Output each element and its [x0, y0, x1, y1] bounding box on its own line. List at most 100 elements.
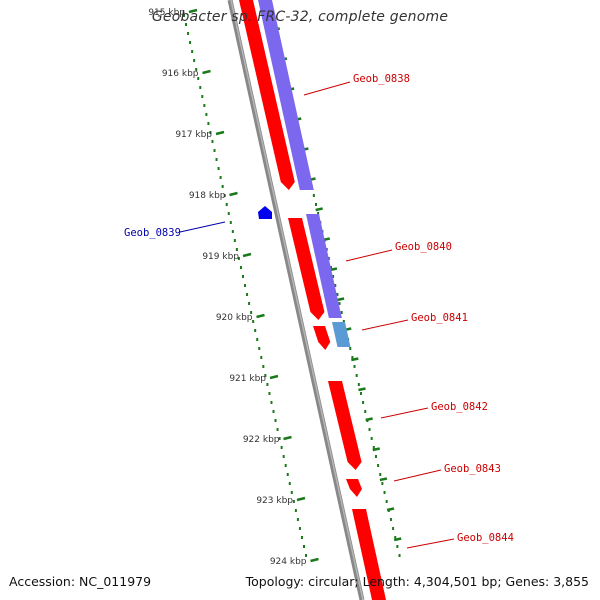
leader-line-geob-0840: [345, 249, 393, 262]
tick-dot-inner: [217, 167, 220, 170]
tick-dot-outer: [374, 455, 377, 458]
gene-label-geob-0844: Geob_0844: [457, 532, 514, 544]
tick-dot-inner: [286, 473, 289, 476]
tick-dot-inner: [201, 95, 204, 98]
tick-dot-inner: [300, 536, 303, 539]
cds-geob-0841-block: [332, 322, 351, 347]
kbp-tick-mark: [242, 252, 252, 258]
tick-dot-outer: [379, 473, 382, 476]
backbone-line: [227, 0, 365, 600]
genome-backbone: [227, 0, 365, 600]
tick-dot-outer: [359, 392, 362, 395]
kbp-tick-mark: [202, 69, 211, 75]
tick-dot-inner: [235, 248, 238, 251]
tick-dot-outer: [368, 428, 371, 431]
tick-dot-outer: [357, 383, 360, 386]
tick-dot-inner: [227, 212, 230, 215]
gene-label-geob-0841: Geob_0841: [411, 312, 468, 324]
tick-dot-inner: [282, 455, 285, 458]
tick-dot-inner: [296, 518, 299, 521]
tick-dot-inner: [305, 554, 308, 557]
tick-outer-major: [393, 537, 402, 542]
kbp-tick-label: 924 kbp: [270, 557, 307, 567]
tick-dot-inner: [254, 329, 257, 332]
tick-dot-inner: [266, 383, 269, 386]
tick-dot-inner: [284, 464, 287, 467]
kbp-tick-mark: [215, 130, 225, 136]
tick-dot-inner: [298, 527, 301, 530]
tick-dot-outer: [362, 401, 365, 404]
tick-dot-outer: [381, 482, 384, 485]
gene-geob-0838-arrow: [239, 0, 295, 190]
tick-dot-inner: [185, 23, 188, 26]
gene-label-geob-0842: Geob_0842: [431, 401, 488, 413]
tick-dot-inner: [270, 401, 273, 404]
genome-summary-text: Topology: circular; Length: 4,304,501 bp…: [245, 574, 589, 589]
leader-line-geob-0843: [393, 469, 442, 482]
tick-dot-inner: [294, 509, 297, 512]
tick-dot-inner: [237, 257, 240, 260]
tick-dot-inner: [264, 374, 267, 377]
tick-dot-outer: [370, 437, 373, 440]
gene-label-geob-0840: Geob_0840: [395, 241, 452, 253]
gene-label-geob-0838: Geob_0838: [353, 73, 410, 85]
tick-dot-outer: [349, 347, 352, 350]
tick-dot-inner: [215, 158, 218, 161]
kbp-tick-label: 916 kbp: [162, 69, 199, 79]
tick-dot-outer: [355, 374, 358, 377]
tick-dot-inner: [225, 203, 228, 206]
tick-dot-inner: [239, 266, 242, 269]
tick-dot-inner: [205, 113, 208, 116]
tick-dot-outer: [332, 275, 335, 278]
tick-dot-inner: [248, 302, 251, 305]
tick-dot-inner: [207, 122, 210, 125]
kbp-tick-mark: [283, 435, 292, 441]
tick-dot-inner: [244, 284, 247, 287]
gene-geob-0844-arrow: [352, 509, 387, 600]
tick-dot-outer: [389, 518, 392, 521]
gene-label-geob-0843: Geob_0843: [444, 463, 501, 475]
tick-dot-inner: [288, 482, 291, 485]
tick-dot-outer: [385, 500, 388, 503]
leader-line-geob-0844: [406, 538, 455, 549]
kbp-tick-label: 918 kbp: [189, 191, 226, 201]
kbp-tick-mark: [269, 374, 279, 380]
cds-geob-0838-block: [258, 0, 314, 190]
tick-dot-inner: [197, 77, 200, 80]
tick-dot-inner: [211, 140, 214, 143]
gene-labels: Geob_0838 Geob_0839 Geob_0840 Geob_0841 Geob…: [124, 73, 514, 549]
tick-dot-inner: [272, 410, 275, 413]
tick-dot-inner: [183, 14, 185, 17]
tick-dot-inner: [256, 338, 259, 341]
tick-outer-major: [386, 507, 395, 512]
kbp-tick-label: 920 kbp: [216, 313, 253, 323]
kbp-tick-label: 922 kbp: [243, 435, 280, 445]
tick-dot-inner: [233, 239, 236, 242]
tick-outer-major: [336, 297, 345, 302]
tick-dot-outer: [392, 527, 395, 530]
tick-dot-inner: [209, 131, 212, 134]
leader-line-geob-0842: [380, 407, 429, 419]
tick-dot-outer: [396, 545, 399, 548]
tick-outer-major: [379, 477, 388, 482]
gene-geob-0843-arrow: [346, 479, 362, 497]
tick-dot-inner: [274, 419, 277, 422]
kbp-tick-label: 917 kbp: [175, 130, 212, 140]
tick-dot-outer: [338, 302, 341, 305]
tick-dot-outer: [329, 266, 332, 269]
tick-dot-inner: [189, 41, 192, 44]
tick-dot-inner: [223, 194, 226, 197]
leader-line-geob-0841: [361, 319, 409, 331]
tick-dot-inner: [278, 437, 281, 440]
tick-dot-inner: [303, 545, 306, 548]
gene-geob-0840-arrow: [288, 218, 325, 320]
tick-dot-outer: [364, 410, 367, 413]
tick-dot-inner: [241, 275, 244, 278]
kbp-tick-mark: [188, 8, 198, 14]
backbone-highlight: [230, 0, 364, 600]
kbp-ticks: 915 kbp 916 kbp 917 kbp 918 kbp 919 kbp 920 k…: [148, 8, 319, 567]
tick-dot-inner: [250, 311, 253, 314]
tick-dot-inner: [252, 320, 255, 323]
tick-dot-inner: [260, 356, 263, 359]
